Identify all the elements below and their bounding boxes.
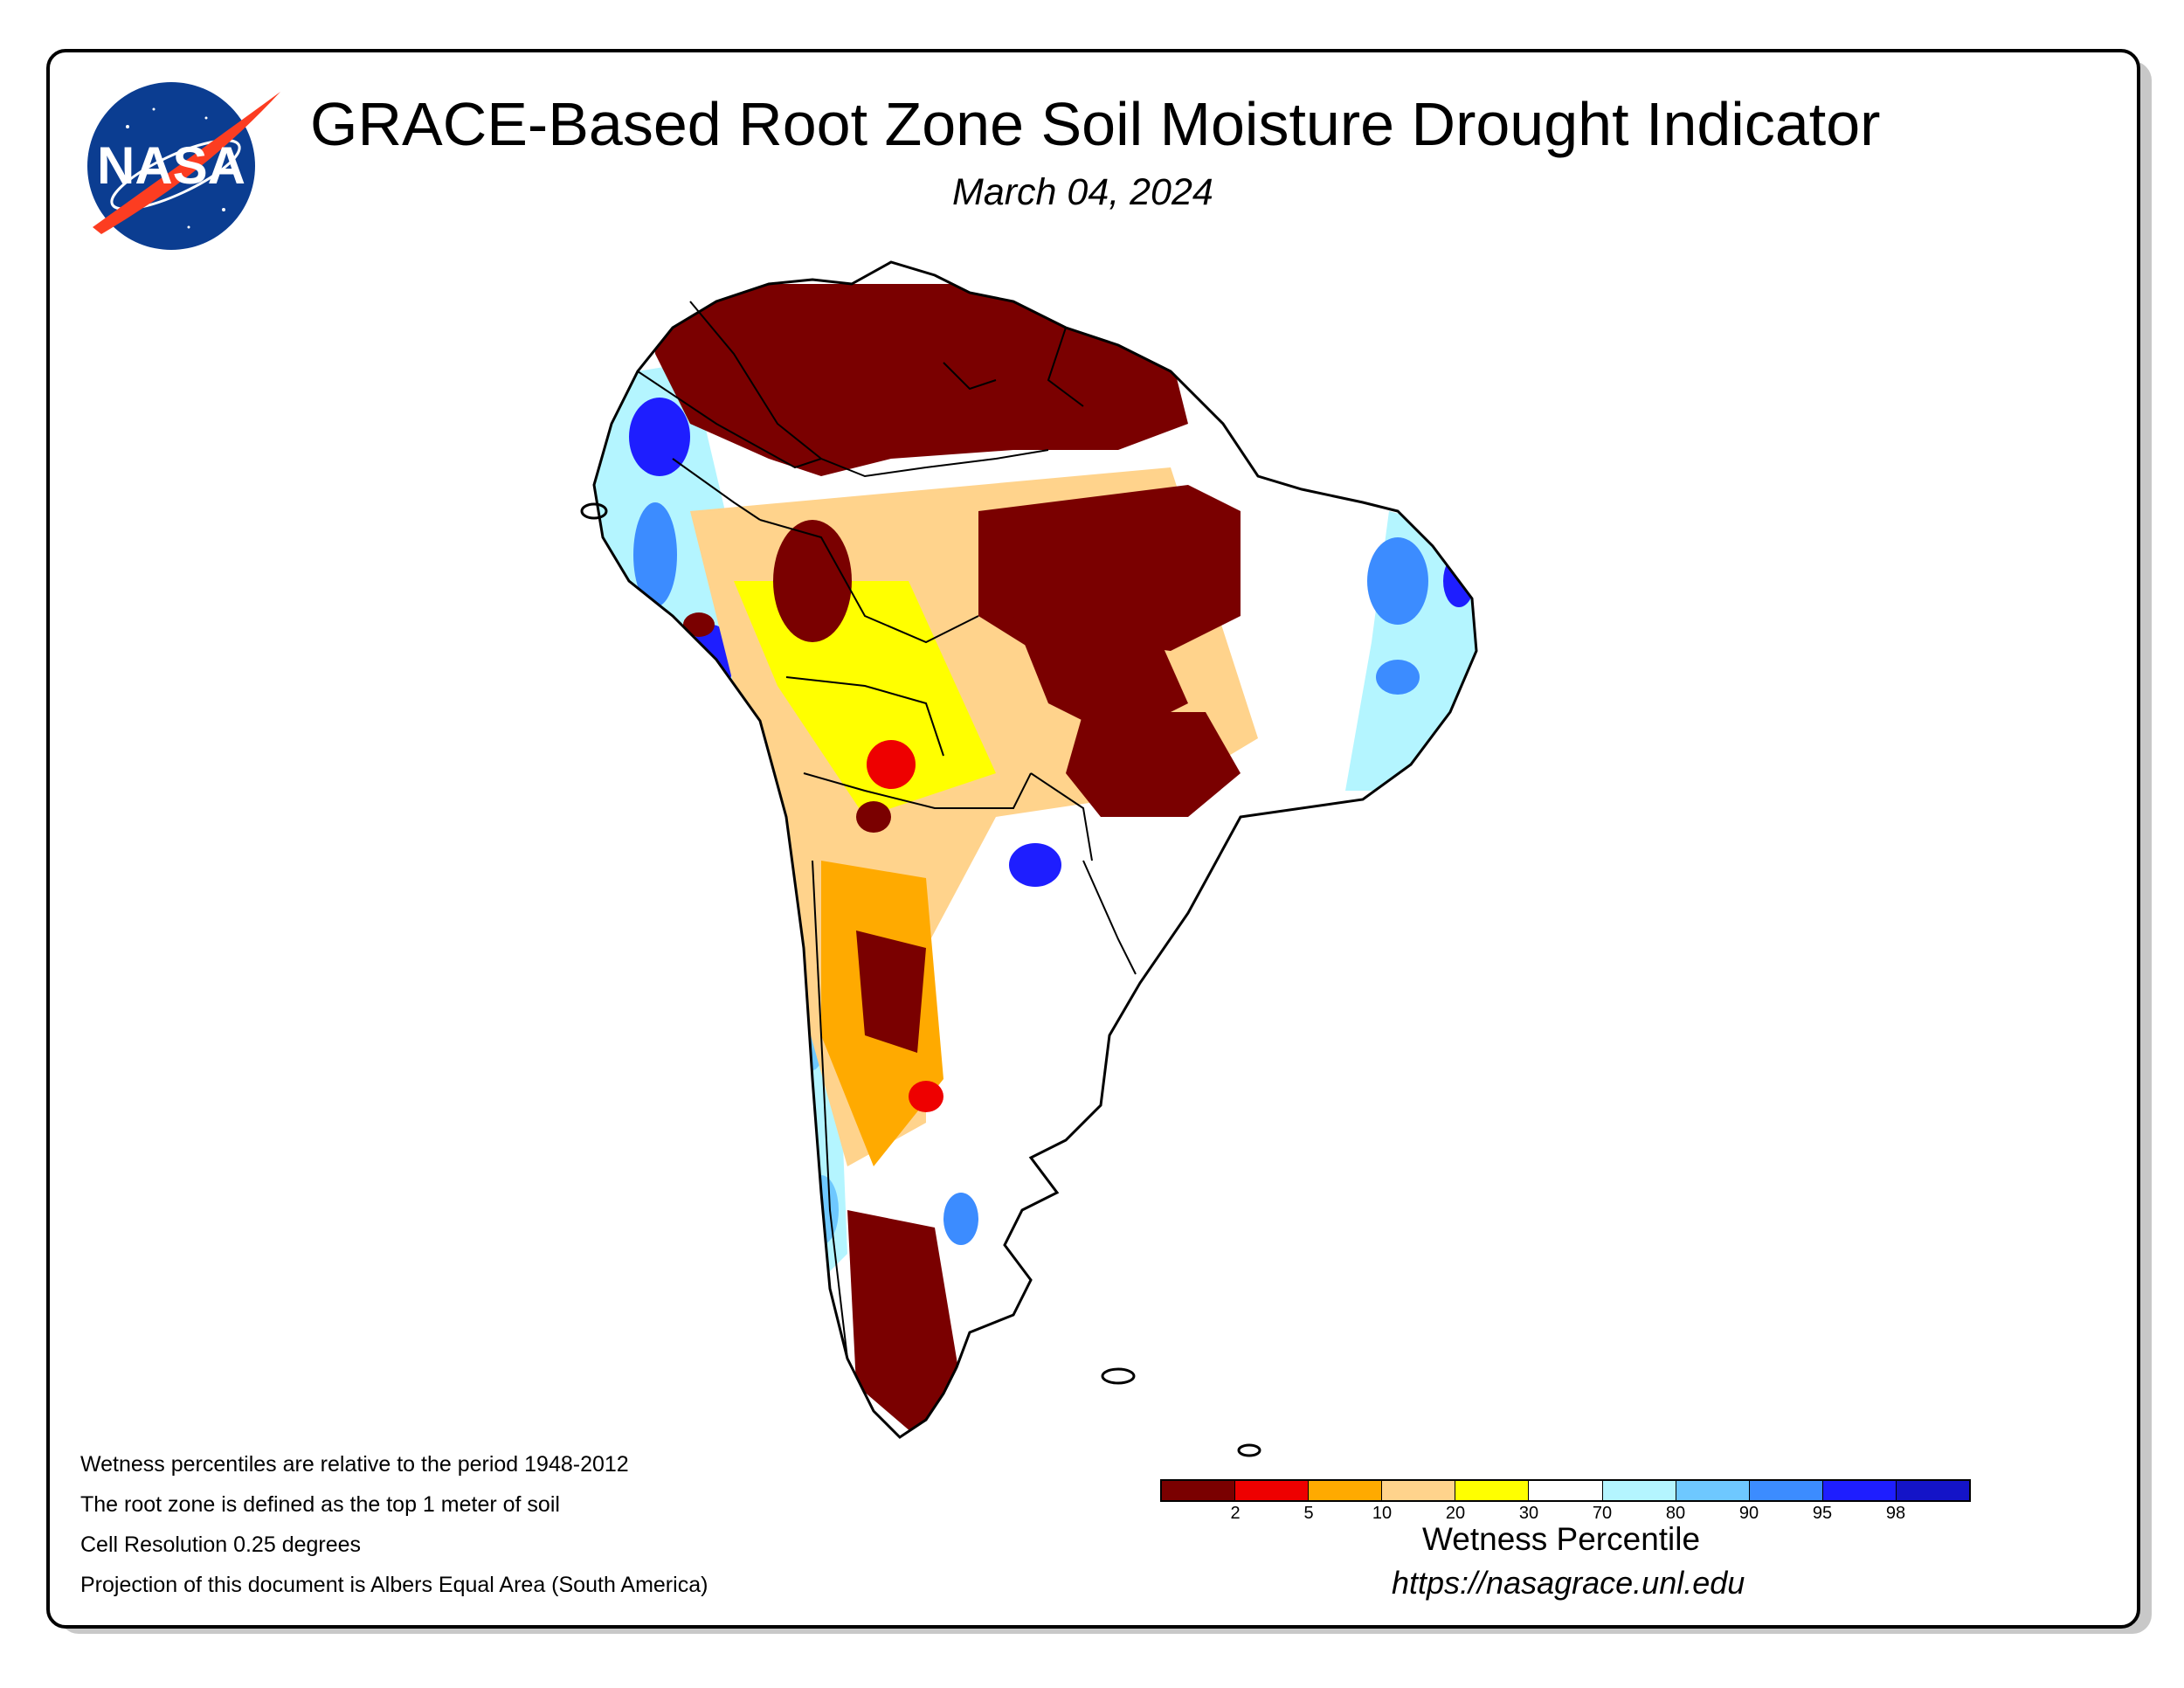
- legend-tick-label: 90: [1738, 1504, 1759, 1523]
- legend-swatch: [1382, 1481, 1456, 1500]
- source-url[interactable]: https://nasagrace.unl.edu: [1392, 1565, 1745, 1601]
- map-notes: Wetness percentiles are relative to the …: [80, 1444, 708, 1605]
- legend-tick-label: 20: [1445, 1504, 1466, 1523]
- map-date: March 04, 2024: [952, 171, 1213, 213]
- legend-swatch: [1602, 1481, 1676, 1500]
- legend-swatch: [1162, 1481, 1236, 1500]
- legend-swatch: [1676, 1481, 1750, 1500]
- legend-color-bar: [1160, 1479, 1971, 1502]
- legend-swatch: [1235, 1481, 1310, 1500]
- note-period: Wetness percentiles are relative to the …: [80, 1452, 629, 1477]
- legend-tick-label: 5: [1303, 1504, 1314, 1523]
- legend-tick-label: 2: [1230, 1504, 1241, 1523]
- legend-swatch: [1529, 1481, 1603, 1500]
- legend-swatch: [1455, 1481, 1530, 1500]
- legend-swatch: [1309, 1481, 1383, 1500]
- legend-swatch: [1749, 1481, 1823, 1500]
- legend-tick-label: 70: [1592, 1504, 1613, 1523]
- legend-tick-label: 30: [1518, 1504, 1539, 1523]
- map-title: GRACE-Based Root Zone Soil Moisture Drou…: [310, 90, 1881, 158]
- legend-tick-label: 10: [1372, 1504, 1393, 1523]
- legend-tick-label: 80: [1665, 1504, 1686, 1523]
- color-legend: 2 5 10 20 30 70 80 90 95 98 Wetness Percentile ht…: [1160, 1479, 1973, 1623]
- south-america-map: [580, 260, 1478, 1457]
- legend-swatch: [1822, 1481, 1897, 1500]
- note-root-zone: The root zone is defined as the top 1 me…: [80, 1492, 560, 1517]
- legend-tick-label: 98: [1885, 1504, 1906, 1523]
- note-resolution: Cell Resolution 0.25 degrees: [80, 1532, 362, 1557]
- nasa-logo: NASA: [87, 82, 280, 250]
- note-projection: Projection of this document is Albers Eq…: [80, 1573, 708, 1597]
- legend-swatch: [1896, 1481, 1970, 1500]
- legend-title: Wetness Percentile: [1422, 1521, 1701, 1557]
- nasa-logo-text: NASA: [97, 136, 245, 195]
- legend-tick-label: 95: [1812, 1504, 1833, 1523]
